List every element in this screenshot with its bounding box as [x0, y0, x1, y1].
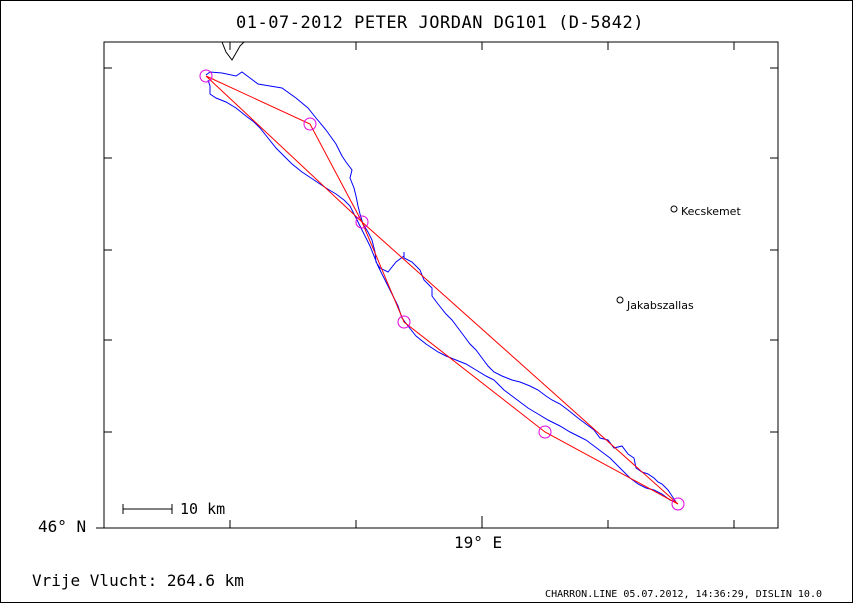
- distance-label: Vrije Vlucht: 264.6 km: [32, 571, 244, 590]
- turnpoint-marker: [199, 69, 213, 83]
- turnpoint-marker: [303, 117, 317, 131]
- turnpoint-marker: [671, 497, 685, 511]
- turnpoint-marker: [355, 215, 369, 229]
- credit-line: CHARRON.LINE 05.07.2012, 14:36:29, DISLI…: [545, 589, 822, 600]
- latitude-label: 46° N: [38, 517, 86, 536]
- turnpoints: [199, 69, 685, 511]
- place-marker-jakabszallas: [616, 296, 624, 304]
- task-route: [205, 75, 679, 505]
- flight-track: [205, 71, 677, 503]
- longitude-label: 19° E: [454, 533, 502, 552]
- scale-label: 10 km: [180, 500, 225, 518]
- map-frame: [103, 41, 779, 529]
- turnpoint-marker: [397, 315, 411, 329]
- flight-title: 01-07-2012 PETER JORDAN DG101 (D-5842): [236, 13, 644, 33]
- turnpoint-marker: [538, 425, 552, 439]
- place-label-jakabszallas: Jakabszallas: [626, 299, 694, 312]
- border-line: [221, 41, 245, 61]
- place-label-kecskemet: Kecskemet: [681, 205, 741, 218]
- axis-ticks: [96, 42, 778, 529]
- scale-bar: [122, 504, 173, 514]
- place-marker-kecskemet: [670, 205, 678, 213]
